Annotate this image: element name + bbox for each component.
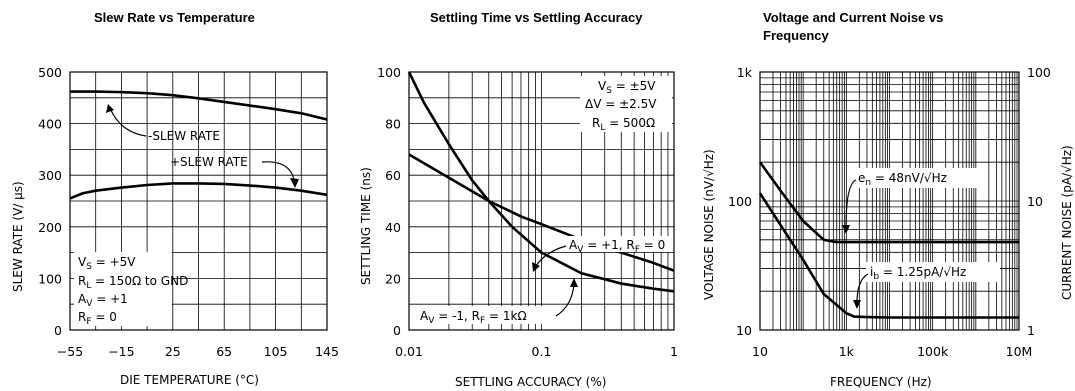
chart3-title-line2: Frequency bbox=[763, 28, 830, 43]
chart3-ytick-label: 1k bbox=[737, 65, 753, 80]
chart2-xtick-label: 0.01 bbox=[395, 344, 423, 359]
chart-settling-time: Settling Time vs Settling Accuracy 0.01 0… bbox=[359, 10, 678, 389]
chart1-ytick-label: 100 bbox=[38, 271, 62, 286]
chart2-conditions-box bbox=[580, 76, 672, 132]
chart3-xtick-label: 1k bbox=[839, 344, 855, 359]
chart1-leader-neg bbox=[109, 107, 147, 137]
chart2-leader-a bbox=[535, 245, 567, 267]
chart1-ylabel: SLEW RATE (V/ μs) bbox=[11, 181, 25, 292]
chart1-xlabel: DIE TEMPERATURE (°C) bbox=[120, 373, 259, 387]
chart2-ytick-label: 60 bbox=[385, 168, 401, 183]
chart2-ylabel: SETTLING TIME (ns) bbox=[359, 167, 373, 285]
chart2-xlabel: SETTLING ACCURACY (%) bbox=[455, 375, 606, 389]
chart1-xtick-label: 105 bbox=[264, 344, 288, 359]
chart3-arrow-en bbox=[842, 225, 850, 234]
chart3-xtick-label: 10 bbox=[752, 344, 768, 359]
chart3-ylabel: VOLTAGE NOISE (nV/√Hz) bbox=[702, 149, 716, 300]
chart2-arrow-a bbox=[532, 262, 540, 272]
chart2-plot-frame bbox=[408, 71, 675, 331]
chart2-title: Settling Time vs Settling Accuracy bbox=[430, 10, 643, 25]
chart2-annot-av-minus: AV = -1, RF = 1kΩ bbox=[420, 309, 527, 326]
chart3-series-line-1 bbox=[758, 192, 1019, 319]
chart3-arrow-ib bbox=[853, 300, 861, 309]
chart1-title: Slew Rate vs Temperature bbox=[94, 10, 255, 25]
chart3-ytick-label: 10 bbox=[736, 323, 752, 338]
chart3-y2tick-label: 100 bbox=[1027, 65, 1051, 80]
chart3-y2label: CURRENT NOISE (pA/√Hz) bbox=[1060, 145, 1074, 300]
chart2-ytick-label: 20 bbox=[385, 271, 401, 286]
chart1-series-line-1 bbox=[69, 182, 328, 200]
chart2-annot-a-bg bbox=[567, 236, 672, 252]
chart3-ytick-label: 100 bbox=[728, 194, 752, 209]
chart1-ytick-label: 300 bbox=[38, 168, 62, 183]
chart3-series-line-0 bbox=[758, 161, 1019, 244]
chart3-y2tick-label: 1 bbox=[1027, 323, 1035, 338]
chart1-annot-neg-slew: -SLEW RATE bbox=[148, 129, 220, 143]
chart2-ytick-label: 80 bbox=[385, 117, 401, 132]
chart1-series-line-0 bbox=[70, 90, 328, 121]
chart1-xtick-label: 65 bbox=[216, 344, 232, 359]
chart2-cond-rl: RL = 500Ω bbox=[592, 116, 655, 133]
chart3-annot-ib-bg bbox=[866, 262, 1000, 282]
chart2-cond-dv: ΔV = ±2.5V bbox=[585, 97, 657, 111]
chart1-leader-pos bbox=[261, 161, 295, 181]
chart3-xtick-label: 10M bbox=[1006, 344, 1033, 359]
chart2-series-line-1 bbox=[407, 71, 675, 293]
chart1-cond-vs: VS = +5V bbox=[78, 255, 136, 272]
chart1-arrow-pos bbox=[290, 178, 299, 188]
chart3-title: Voltage and Current Noise vs bbox=[763, 10, 943, 25]
chart1-xtick-label: 145 bbox=[315, 344, 339, 359]
chart1-xtick-label: 25 bbox=[165, 344, 181, 359]
chart3-xlabel: FREQUENCY (Hz) bbox=[830, 375, 932, 389]
chart3-xtick-label: 100k bbox=[917, 344, 949, 359]
chart3-annot-en-bg bbox=[854, 168, 980, 188]
chart1-ytick-label: 400 bbox=[38, 117, 62, 132]
chart2-annot-av-plus: AV = +1, RF = 0 bbox=[569, 238, 665, 255]
chart2-xtick-label: 1 bbox=[670, 344, 678, 359]
chart2-arrow-b bbox=[570, 278, 578, 287]
chart1-xtick-label: −55 bbox=[57, 344, 83, 359]
chart1-conditions-box bbox=[74, 252, 172, 326]
chart1-annot-pos-slew: +SLEW RATE bbox=[170, 155, 248, 169]
chart2-series-line-0 bbox=[408, 153, 675, 272]
chart2-xtick-label: 0.1 bbox=[532, 344, 552, 359]
chart-noise: Voltage and Current Noise vs Frequency 1… bbox=[702, 10, 1074, 389]
chart1-cond-rl: RL = 150Ω to GND bbox=[78, 274, 188, 291]
chart2-cond-vs: VS = ±5V bbox=[598, 79, 656, 96]
chart2-annot-b-bg bbox=[416, 306, 562, 324]
chart1-ytick-label: 0 bbox=[54, 323, 62, 338]
chart3-leader-ib bbox=[856, 273, 869, 304]
chart2-ytick-label: 100 bbox=[377, 65, 401, 80]
chart2-leader-b bbox=[555, 283, 575, 317]
chart2-ytick-label: 0 bbox=[393, 323, 401, 338]
chart1-ytick-label: 200 bbox=[38, 220, 62, 235]
chart1-arrow-neg bbox=[106, 104, 114, 113]
chart3-plot-frame bbox=[759, 71, 1020, 331]
chart1-ytick-label: 500 bbox=[38, 65, 62, 80]
chart3-y2tick-label: 10 bbox=[1027, 194, 1043, 209]
chart2-ytick-label: 40 bbox=[385, 220, 401, 235]
chart3-annot-ib: ib = 1.25pA/√Hz bbox=[870, 265, 966, 282]
chart3-annot-en: en = 48nV/√Hz bbox=[858, 171, 947, 188]
chart-slew-rate: Slew Rate vs Temperature −55 −15 25 65 105 14… bbox=[11, 10, 339, 387]
chart3-leader-en bbox=[845, 179, 857, 229]
chart1-plot-frame bbox=[69, 71, 328, 331]
chart1-xtick-label: −15 bbox=[108, 344, 134, 359]
